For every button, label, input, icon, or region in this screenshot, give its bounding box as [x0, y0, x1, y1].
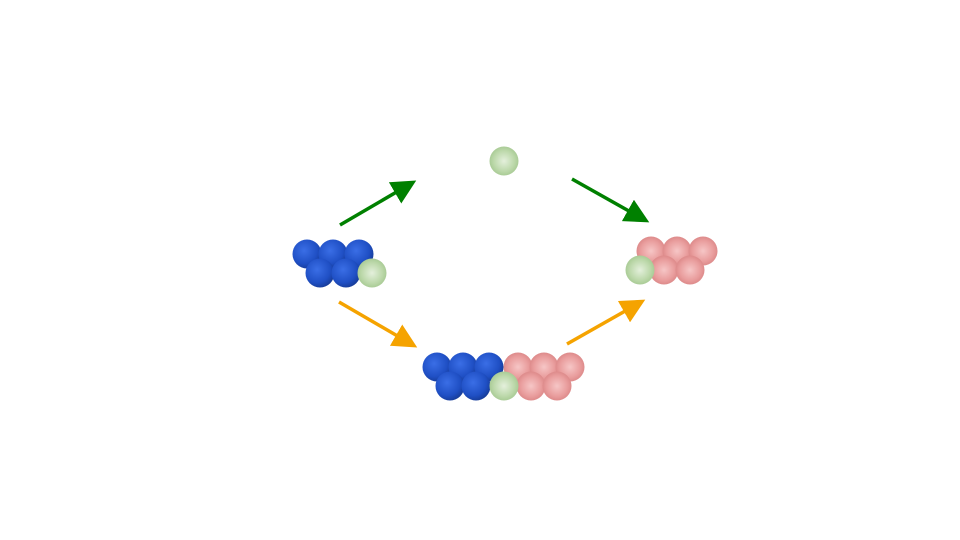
green-atom [489, 146, 519, 176]
intermediate-cluster [422, 352, 585, 401]
green-atom [489, 371, 519, 401]
arrow-reactant-to-intermediate [338, 300, 418, 348]
green-atom [357, 258, 387, 288]
blue-atom [461, 371, 491, 401]
arrow-reactant-to-free-atom [339, 180, 417, 227]
reactant-cluster [292, 239, 387, 288]
product-cluster [625, 236, 718, 285]
free-atom [489, 146, 519, 176]
green-atom [625, 255, 655, 285]
pink-atom [649, 255, 679, 285]
pink-atom [542, 371, 572, 401]
arrow-free-atom-to-product [571, 177, 650, 223]
blue-atom [305, 258, 335, 288]
pink-atom [675, 255, 705, 285]
blue-atom [435, 371, 465, 401]
blue-atom [331, 258, 361, 288]
arrow-intermediate-to-product [566, 299, 646, 346]
pink-atom [516, 371, 546, 401]
